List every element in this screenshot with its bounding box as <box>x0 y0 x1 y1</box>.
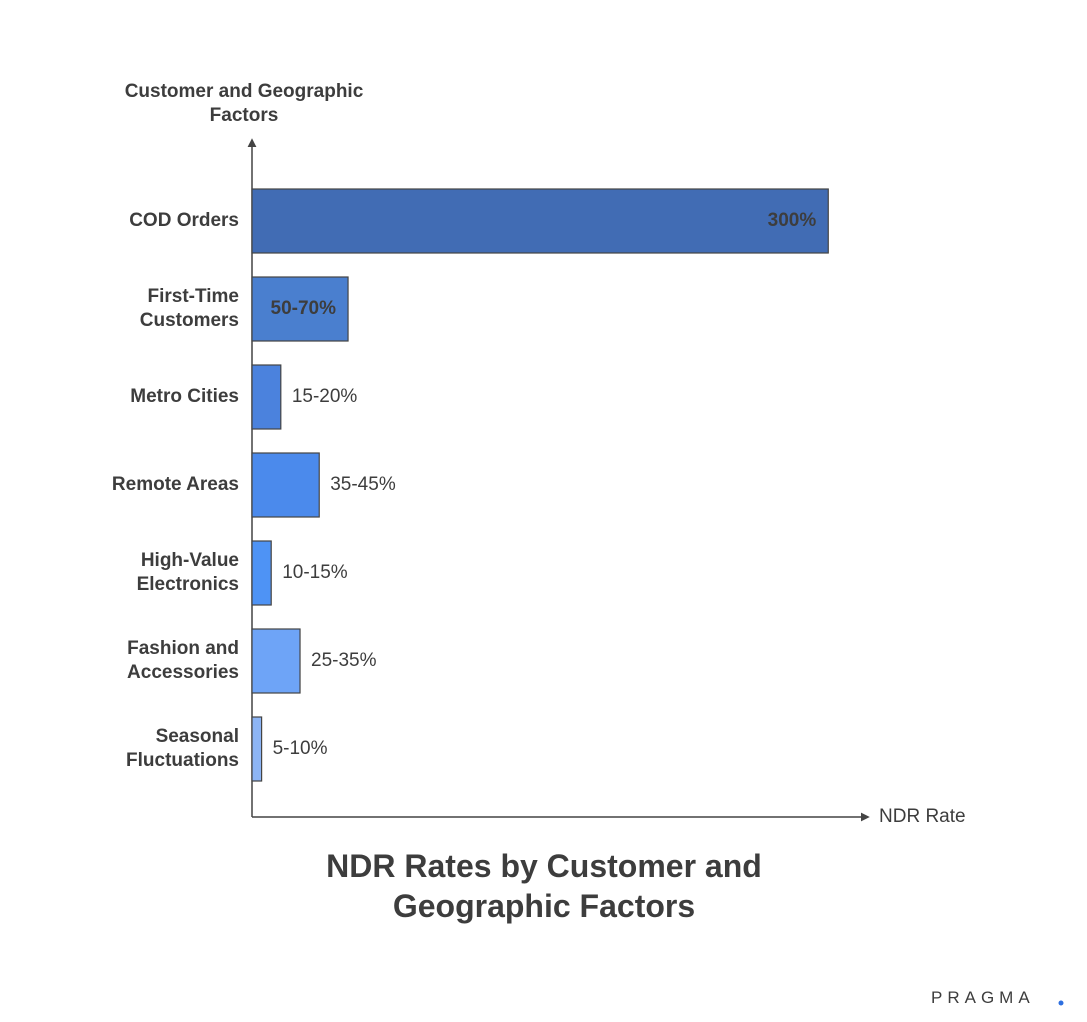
chart-title: NDR Rates by Customer and Geographic Fact… <box>326 848 762 924</box>
bar <box>251 364 282 430</box>
value-label: 15-20% <box>292 386 358 407</box>
brand-dot <box>1058 1000 1064 1006</box>
category-label: COD Orders <box>129 210 239 231</box>
value-label: 10-15% <box>282 562 348 583</box>
category-label: First-Time Customers <box>140 286 239 331</box>
bar <box>251 716 263 782</box>
x-axis-title: NDR Rate <box>879 806 966 827</box>
y-axis-title: Customer and Geographic Factors <box>125 81 364 126</box>
value-label: 50-70% <box>271 298 337 319</box>
brand: PRAGMA <box>931 988 1035 1007</box>
category-label: High-Value Electronics <box>137 550 239 595</box>
bar <box>251 452 320 518</box>
category-label: Seasonal Fluctuations <box>126 726 239 771</box>
value-label: 35-45% <box>330 474 396 495</box>
category-label: Fashion and Accessories <box>127 638 239 683</box>
value-label: 5-10% <box>273 738 328 759</box>
bar <box>251 628 301 694</box>
bar <box>251 276 349 342</box>
category-label: Metro Cities <box>130 386 239 407</box>
bar <box>251 188 829 254</box>
value-label: 25-35% <box>311 650 377 671</box>
category-label: Remote Areas <box>112 474 239 495</box>
bar <box>251 540 272 606</box>
value-label: 300% <box>768 210 817 231</box>
